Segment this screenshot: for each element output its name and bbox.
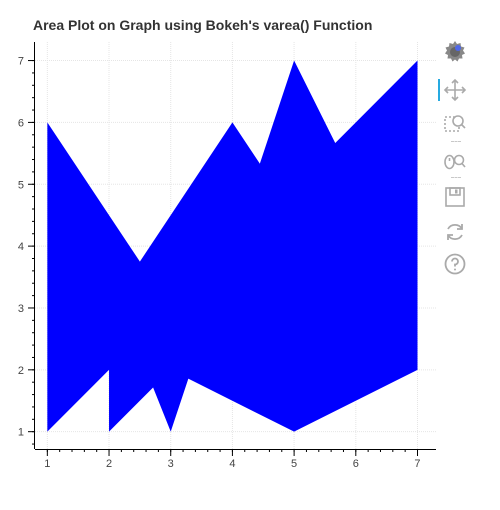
y-tick-label: 2 bbox=[18, 365, 24, 377]
reset-icon[interactable] bbox=[437, 218, 473, 246]
x-tick-label: 5 bbox=[291, 458, 297, 470]
chart-title: Area Plot on Graph using Bokeh's varea()… bbox=[33, 17, 373, 33]
y-tick-label: 1 bbox=[18, 427, 24, 439]
y-tick-label: 5 bbox=[18, 179, 24, 191]
x-tick-label: 4 bbox=[229, 458, 235, 470]
toolbar-separator bbox=[451, 141, 461, 142]
x-tick-label: 6 bbox=[353, 458, 359, 470]
bokeh-logo-icon[interactable] bbox=[437, 38, 473, 66]
box-zoom-icon[interactable] bbox=[437, 110, 473, 138]
x-tick-label: 2 bbox=[106, 458, 112, 470]
y-tick-label: 6 bbox=[18, 117, 24, 129]
save-icon[interactable] bbox=[437, 183, 473, 211]
y-tick-label: 3 bbox=[18, 303, 24, 315]
area-series-2 bbox=[47, 60, 356, 432]
x-tick-label: 3 bbox=[168, 458, 174, 470]
pan-icon[interactable] bbox=[437, 76, 473, 104]
area-series-3 bbox=[109, 122, 356, 432]
toolbar-separator bbox=[451, 177, 461, 178]
help-icon[interactable] bbox=[437, 250, 473, 278]
y-tick-label: 4 bbox=[18, 241, 24, 253]
x-tick-label: 1 bbox=[44, 458, 50, 470]
wheel-zoom-icon[interactable] bbox=[437, 146, 473, 174]
x-tick-label: 7 bbox=[414, 458, 420, 470]
y-tick-label: 7 bbox=[18, 56, 24, 68]
